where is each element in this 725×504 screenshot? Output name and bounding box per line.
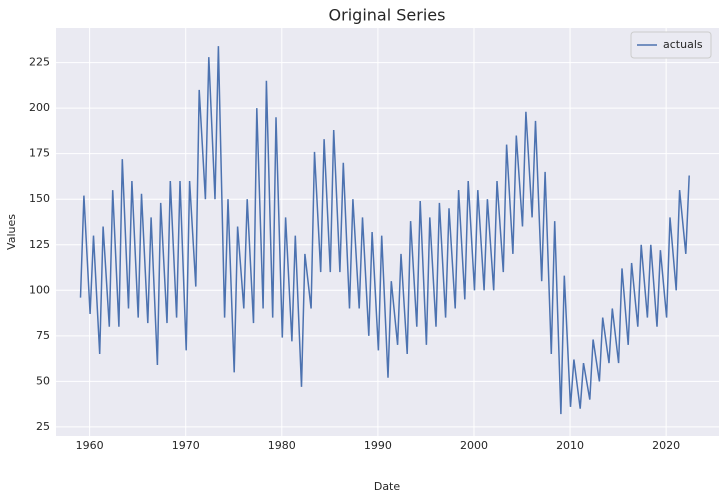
y-tick-label: 125 [29,238,50,251]
y-tick-label: 75 [36,329,50,342]
x-tick-label: 1970 [172,439,200,452]
y-tick-label: 225 [29,56,50,69]
y-tick-label: 50 [36,374,50,387]
y-tick-label: 175 [29,147,50,160]
chart-title: Original Series [329,6,446,25]
data-line [79,46,690,415]
y-tick-label: 25 [36,420,50,433]
x-tick-label: 2020 [652,439,680,452]
x-tick-label: 1960 [76,439,104,452]
y-axis-label: Values [5,214,18,250]
x-axis-label: Date [374,480,401,493]
y-tick-label: 100 [29,283,50,296]
x-tick-label: 1990 [364,439,392,452]
legend-label: actuals [663,38,703,51]
x-tick-label: 1980 [268,439,296,452]
x-tick-label: 2000 [460,439,488,452]
y-tick-label: 200 [29,101,50,114]
legend-box [630,31,712,59]
y-tick-label: 150 [29,192,50,205]
x-tick-label: 2010 [556,439,584,452]
